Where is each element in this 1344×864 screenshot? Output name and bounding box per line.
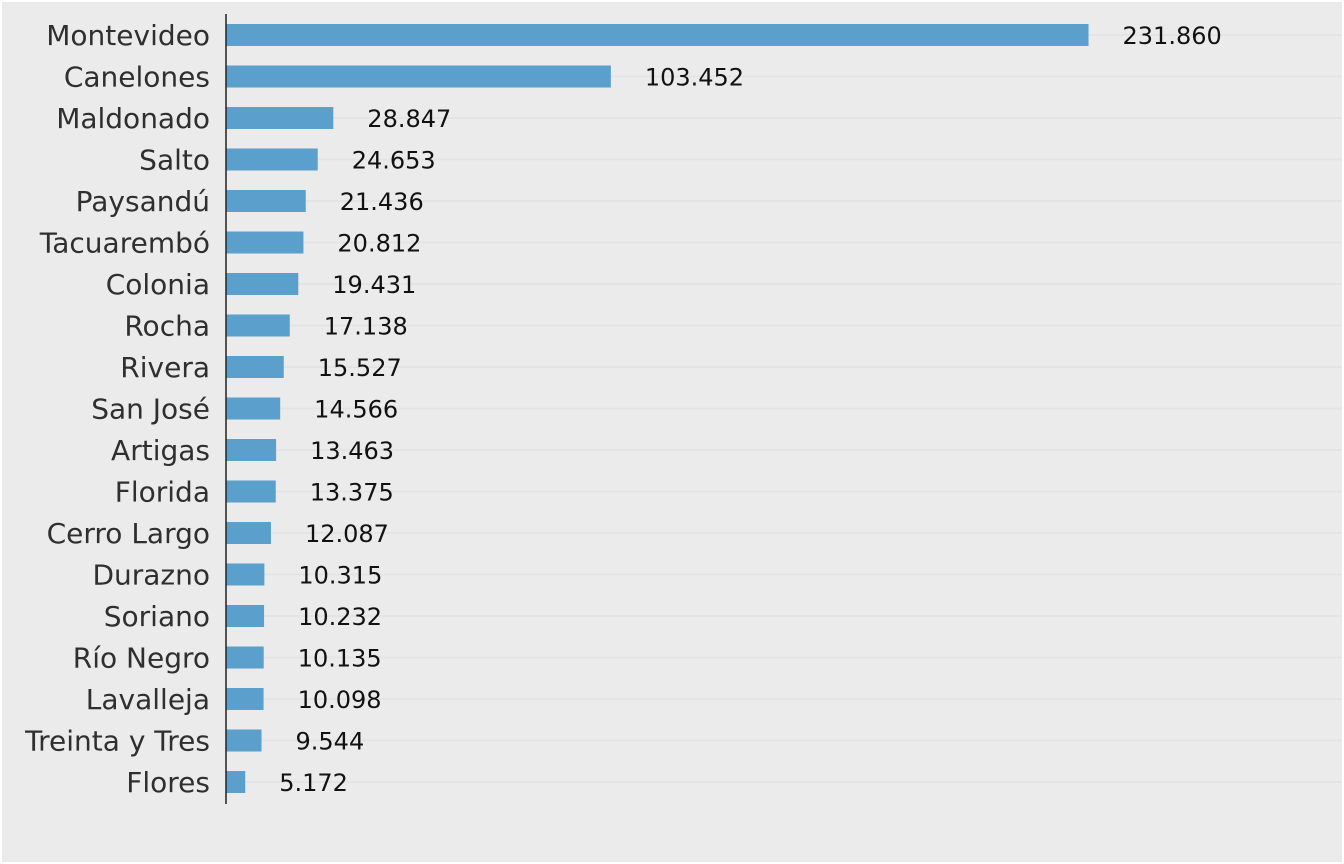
category-label: Montevideo (46, 19, 210, 52)
value-label: 15.527 (318, 354, 402, 382)
bar (226, 605, 265, 627)
value-label: 10.232 (298, 603, 382, 631)
value-label: 10.098 (298, 686, 382, 714)
value-label: 5.172 (279, 769, 348, 797)
bar (226, 273, 299, 295)
bar (226, 646, 264, 669)
category-label: Maldonado (56, 102, 210, 135)
category-label: Río Negro (73, 642, 210, 675)
category-label: Canelones (64, 61, 210, 94)
category-label: Durazno (92, 559, 210, 592)
category-label: Lavalleja (86, 683, 210, 716)
bar (226, 688, 264, 710)
category-label: Rivera (120, 351, 210, 384)
bar (226, 356, 284, 378)
bar (226, 24, 1089, 46)
bar (226, 439, 277, 461)
category-labels: Montevideo Canelones Maldonado Salto Paysand… (24, 19, 210, 799)
value-label: 17.138 (324, 313, 408, 341)
category-label: San José (91, 393, 210, 426)
category-label: Rocha (124, 310, 210, 343)
bars (226, 24, 1089, 793)
category-label: Salto (139, 144, 210, 177)
value-label: 13.463 (310, 437, 394, 465)
value-label: 19.431 (332, 271, 416, 299)
bar (226, 397, 281, 420)
bar (226, 480, 276, 503)
value-label: 13.375 (310, 479, 394, 507)
category-label: Flores (126, 766, 210, 799)
value-label: 14.566 (314, 396, 398, 424)
value-label: 103.452 (645, 64, 744, 92)
category-label: Soriano (104, 600, 210, 633)
value-labels: 231.860 103.452 28.847 24.653 21.436 20.812 19… (279, 22, 1222, 797)
bar (226, 107, 334, 129)
bar (226, 314, 290, 337)
value-label: 9.544 (296, 728, 365, 756)
category-label: Colonia (106, 268, 210, 301)
bar (226, 522, 271, 544)
category-label: Florida (115, 476, 210, 509)
bar (226, 190, 306, 212)
bar (226, 65, 611, 88)
bar (226, 729, 262, 752)
category-label: Artigas (111, 434, 210, 467)
value-label: 12.087 (305, 520, 389, 548)
value-label: 20.812 (337, 230, 421, 258)
category-label: Tacuarembó (39, 227, 210, 260)
bar (226, 771, 246, 793)
value-label: 24.653 (352, 147, 436, 175)
bar (226, 148, 318, 171)
value-label: 231.860 (1123, 22, 1222, 50)
bar (226, 563, 265, 586)
grid-lines (226, 34, 1342, 783)
value-label: 28.847 (367, 105, 451, 133)
value-label: 10.135 (298, 645, 382, 673)
category-label: Cerro Largo (47, 517, 210, 550)
category-label: Treinta y Tres (24, 725, 210, 758)
value-label: 21.436 (340, 188, 424, 216)
value-label: 10.315 (298, 562, 382, 590)
bar (226, 231, 304, 254)
category-label: Paysandú (76, 185, 210, 218)
